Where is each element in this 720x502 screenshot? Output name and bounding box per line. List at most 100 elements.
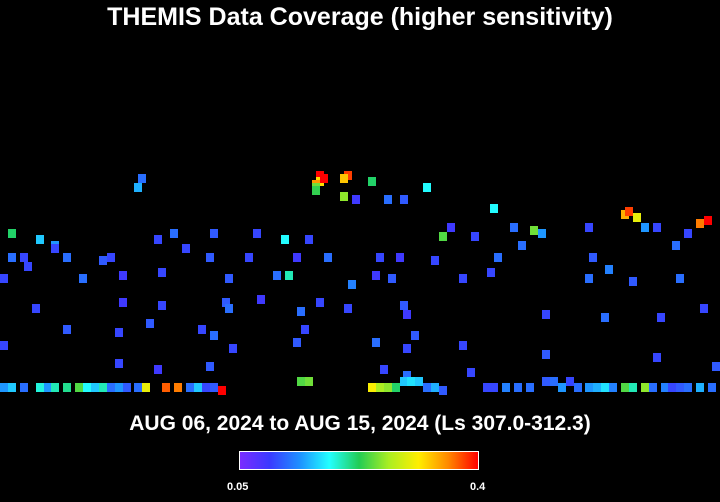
coverage-cell-27: [447, 223, 455, 232]
coverage-cell-84: [344, 304, 352, 313]
coverage-cell-64: [158, 268, 166, 277]
coverage-cell-59: [589, 253, 597, 262]
coverage-cell-80: [225, 304, 233, 313]
coverage-cell-57: [431, 256, 439, 265]
coverage-cell-127: [134, 383, 142, 392]
coverage-cell-165: [649, 383, 657, 392]
coverage-cell-99: [301, 325, 309, 334]
coverage-cell-50: [182, 244, 190, 253]
coverage-cell-89: [657, 313, 665, 322]
coverage-cell-126: [123, 383, 131, 392]
coverage-cell-12: [8, 229, 16, 238]
coverage-cell-96: [210, 331, 218, 340]
coverage-cell-13: [36, 235, 44, 244]
coverage-cell-121: [83, 383, 91, 392]
coverage-cell-44: [20, 253, 28, 262]
coverage-cell-136: [297, 377, 305, 386]
coverage-cell-130: [174, 383, 182, 392]
coverage-cell-23: [352, 195, 360, 204]
coverage-cell-33: [518, 241, 526, 250]
coverage-cell-117: [44, 383, 52, 392]
coverage-cell-62: [79, 274, 87, 283]
coverage-cell-63: [119, 271, 127, 280]
coverage-cell-153: [542, 377, 550, 386]
coverage-cell-41: [704, 216, 712, 225]
date-range-label: AUG 06, 2024 to AUG 15, 2024 (Ls 307.0-3…: [129, 412, 591, 435]
coverage-cell-34: [585, 223, 593, 232]
coverage-cell-74: [629, 277, 637, 286]
coverage-cell-156: [566, 377, 574, 386]
coverage-cell-171: [708, 383, 716, 392]
coverage-cell-72: [487, 268, 495, 277]
coverage-cell-128: [142, 383, 150, 392]
coverage-cell-49: [107, 253, 115, 262]
coverage-cell-29: [490, 204, 498, 213]
coverage-cell-48: [99, 256, 107, 265]
coverage-cell-138: [368, 383, 376, 392]
coverage-cell-75: [676, 274, 684, 283]
coverage-cell-47: [63, 253, 71, 262]
coverage-cell-131: [186, 383, 194, 392]
coverage-cell-8: [138, 174, 146, 183]
coverage-cell-5: [312, 186, 320, 195]
coverage-cell-157: [574, 383, 582, 392]
coverage-cell-129: [162, 383, 170, 392]
coverage-cell-22: [340, 192, 348, 201]
coverage-cell-125: [115, 383, 123, 392]
coverage-cell-145: [423, 383, 431, 392]
coverage-cell-87: [542, 310, 550, 319]
coverage-cell-76: [32, 304, 40, 313]
coverage-cell-21: [305, 235, 313, 244]
coverage-cell-115: [20, 383, 28, 392]
coverage-cell-106: [115, 359, 123, 368]
coverage-cell-86: [403, 310, 411, 319]
colorbar-min-label: 0.05: [227, 481, 249, 493]
coverage-cell-85: [400, 301, 408, 310]
coverage-cell-61: [0, 274, 8, 283]
coverage-cell-135: [218, 386, 226, 395]
coverage-cell-164: [641, 383, 649, 392]
coverage-cell-161: [609, 383, 617, 392]
coverage-cell-98: [293, 338, 301, 347]
coverage-cell-79: [222, 298, 230, 307]
coverage-cell-28: [471, 232, 479, 241]
coverage-cell-118: [51, 383, 59, 392]
coverage-cell-154: [550, 377, 558, 386]
coverage-cell-92: [63, 325, 71, 334]
coverage-cell-51: [206, 253, 214, 262]
coverage-cell-42: [672, 241, 680, 250]
coverage-cell-107: [154, 365, 162, 374]
coverage-cell-66: [273, 271, 281, 280]
coverage-cell-52: [245, 253, 253, 262]
chart-title: THEMIS Data Coverage (higher sensitivity…: [107, 3, 613, 31]
coverage-cell-105: [653, 353, 661, 362]
coverage-cell-147: [439, 386, 447, 395]
coverage-cell-148: [483, 383, 491, 392]
coverage-cell-90: [700, 304, 708, 313]
coverage-cell-102: [411, 331, 419, 340]
coverage-cell-110: [403, 371, 411, 380]
coverage-cell-122: [91, 383, 99, 392]
coverage-cell-139: [376, 383, 384, 392]
coverage-cell-114: [8, 383, 16, 392]
coverage-cell-31: [530, 226, 538, 235]
coverage-cell-95: [198, 325, 206, 334]
coverage-cell-93: [115, 328, 123, 337]
coverage-cell-30: [510, 223, 518, 232]
coverage-cell-103: [459, 341, 467, 350]
coverage-cell-124: [107, 383, 115, 392]
coverage-cell-91: [0, 341, 8, 350]
coverage-cell-68: [348, 280, 356, 289]
coverage-cell-141: [392, 383, 400, 392]
coverage-cell-167: [668, 383, 676, 392]
coverage-cell-26: [439, 232, 447, 241]
coverage-cell-40: [696, 219, 704, 228]
coverage-cell-82: [297, 307, 305, 316]
coverage-cell-10: [368, 177, 376, 186]
coverage-cell-36: [625, 207, 633, 216]
coverage-cell-97: [229, 344, 237, 353]
coverage-cell-54: [324, 253, 332, 262]
coverage-cell-152: [526, 383, 534, 392]
coverage-cell-104: [542, 350, 550, 359]
